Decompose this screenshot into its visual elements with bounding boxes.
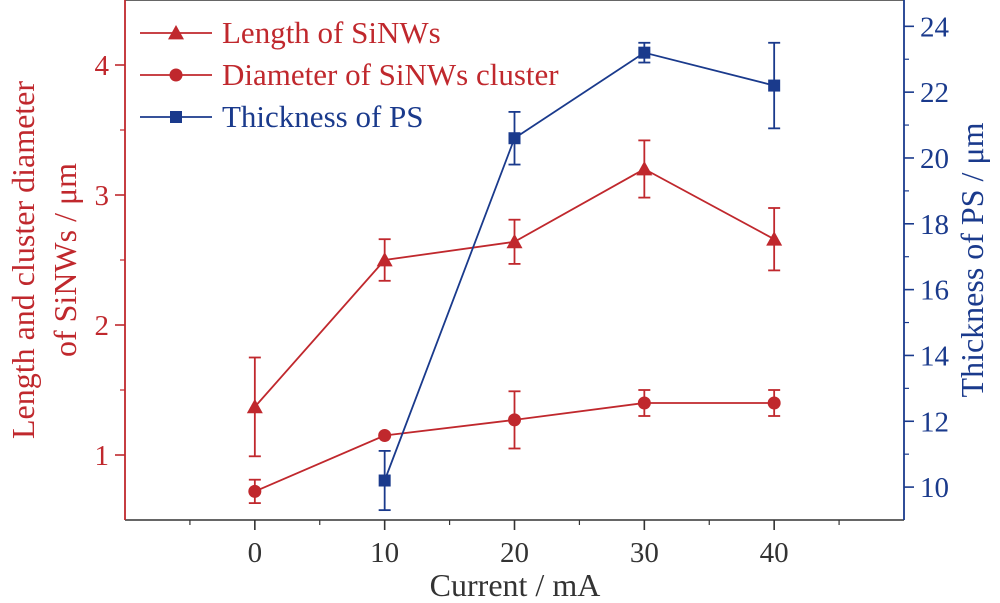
- y-axis-right-title: Thickness of PS / μm: [954, 122, 990, 397]
- data-point: [637, 396, 651, 410]
- data-point: [636, 161, 653, 176]
- series-group: [246, 41, 783, 512]
- series-0: [246, 139, 783, 458]
- y-axis-left: 1 2 3 4: [95, 50, 125, 472]
- x-tick-label: 20: [500, 537, 529, 569]
- y-axis-left-title-line-1: Length and cluster diameter: [5, 81, 41, 439]
- data-point: [378, 429, 392, 442]
- legend-entry-1: Diameter of SiNWs cluster: [140, 57, 559, 92]
- y-axis-right: 10 12 14 16 18 20 22 24: [904, 11, 950, 504]
- data-point: [378, 474, 391, 487]
- y-right-tick-label: 20: [920, 143, 949, 175]
- x-tick-label: 0: [248, 537, 263, 569]
- data-point: [767, 396, 781, 410]
- data-point: [638, 46, 651, 59]
- y-axis-left-title: Length and cluster diameter: [5, 81, 41, 439]
- data-point: [766, 231, 783, 246]
- y-left-tick-label: 4: [95, 50, 110, 82]
- legend: Length of SiNWs Diameter of SiNWs cluster…: [140, 15, 559, 134]
- y-right-tick-label: 22: [920, 77, 949, 109]
- data-point: [506, 233, 523, 249]
- legend-label: Diameter of SiNWs cluster: [222, 57, 559, 92]
- legend-label: Length of SiNWs: [222, 15, 441, 50]
- x-tick-label: 10: [370, 537, 399, 569]
- y-axis-left-title-line-2-wrap: of SiNWs / μm: [47, 163, 83, 357]
- y-axis-left-title-line-2: of SiNWs / μm: [47, 163, 83, 357]
- y-right-tick-label: 10: [920, 472, 949, 504]
- x-tick-label: 40: [760, 537, 789, 569]
- series-1: [248, 389, 781, 505]
- x-axis: 0 10 20 30 40: [189, 520, 840, 569]
- data-point: [248, 484, 262, 498]
- data-point: [768, 79, 781, 92]
- legend-marker: [168, 25, 184, 40]
- y-right-tick-label: 24: [920, 11, 950, 43]
- y-left-tick-label: 3: [95, 180, 110, 212]
- data-point: [246, 398, 263, 414]
- x-axis-title: Current / mA: [430, 567, 601, 603]
- data-point: [508, 132, 521, 145]
- y-right-tick-label: 14: [920, 340, 950, 372]
- y-left-tick-label: 1: [95, 440, 110, 472]
- y-right-tick-label: 16: [920, 275, 949, 307]
- legend-entry-2: Thickness of PS: [140, 99, 424, 134]
- data-point: [376, 252, 393, 267]
- legend-marker: [169, 68, 183, 82]
- legend-label: Thickness of PS: [222, 99, 424, 134]
- legend-marker: [170, 111, 182, 123]
- y-left-tick-label: 2: [95, 310, 110, 342]
- series-line: [254, 167, 775, 408]
- y-right-tick-label: 12: [920, 406, 949, 438]
- series-line: [383, 51, 775, 481]
- data-point: [508, 413, 521, 427]
- series-2: [378, 41, 781, 512]
- x-tick-label: 30: [630, 537, 659, 569]
- y-right-tick-label: 18: [920, 209, 949, 241]
- legend-entry-0: Length of SiNWs: [140, 15, 441, 50]
